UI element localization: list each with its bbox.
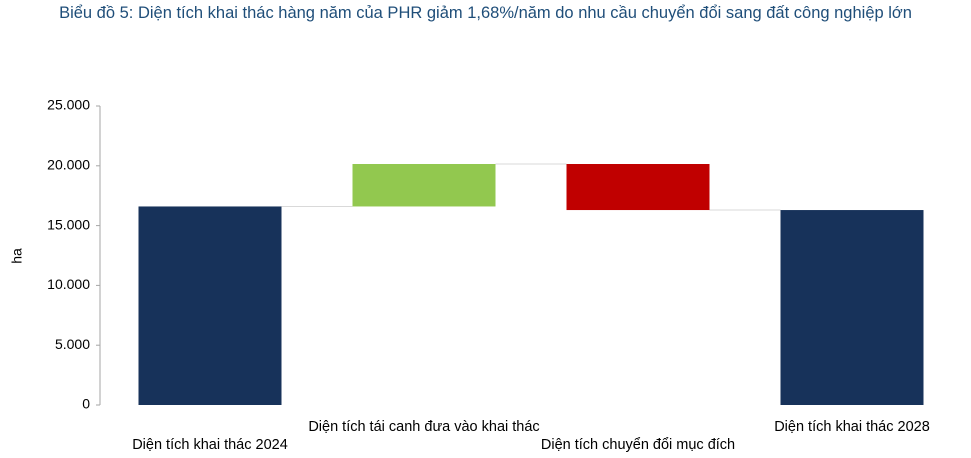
x-tick-label: Diện tích chuyển đổi mục đích [540,437,736,453]
y-tick-label: 25.000 [47,97,90,113]
bar [566,164,710,211]
bar [780,210,924,405]
chart-title: Biểu đồ 5: Diện tích khai thác hàng năm … [59,4,912,22]
y-tick-label: 5.000 [55,336,90,352]
y-axis-label: ha [9,248,25,264]
y-tick-label: 0 [82,396,90,412]
y-tick-label: 15.000 [47,216,90,232]
y-tick-label: 10.000 [47,276,90,292]
x-tick-label: Diện tích tái canh đưa vào khai thác [308,419,540,435]
x-tick-label: Diện tích khai thác 2028 [774,419,930,435]
bar [352,164,496,207]
bar [138,206,282,405]
x-tick-label: Diện tích khai thác 2024 [132,437,288,453]
y-tick-label: 20.000 [47,157,90,173]
